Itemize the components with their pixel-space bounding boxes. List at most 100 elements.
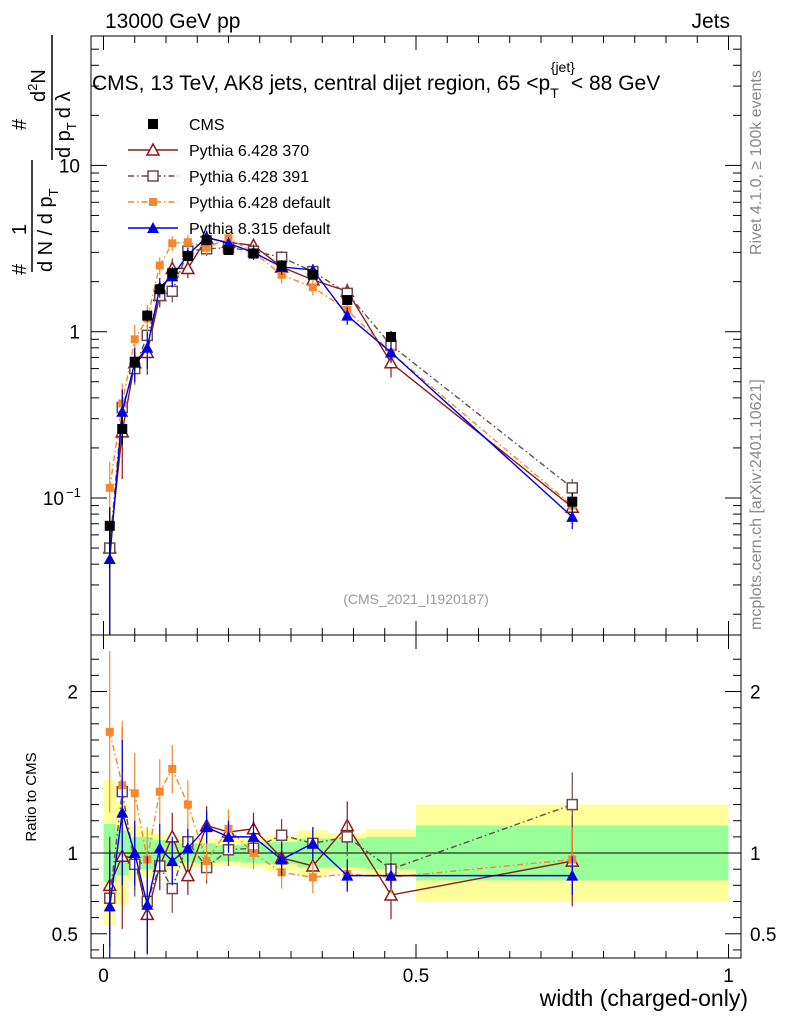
data-point (105, 483, 114, 492)
data-point (142, 310, 153, 321)
ylabel-hash-2: # (9, 118, 31, 130)
data-point (308, 283, 317, 292)
legend-marker (149, 198, 157, 206)
ratio-y-tick-label-right: 0.5 (750, 925, 776, 946)
data-point (307, 269, 318, 280)
y-tick-exponent: −1 (66, 485, 81, 500)
y-tick-label: 10 (59, 156, 80, 177)
data-point (154, 284, 165, 295)
ratio-point (153, 842, 166, 854)
y-tick-label: 1 (69, 323, 80, 344)
main-series-group (102, 230, 580, 635)
data-point (566, 482, 578, 494)
legend-label: Pythia 6.428 370 (189, 143, 309, 160)
ratio-point (385, 869, 397, 881)
ratio-point (155, 787, 164, 796)
legend-label: CMS (189, 117, 225, 134)
x-tick-label: 0 (98, 966, 109, 987)
analysis-tag: (CMS_2021_I1920187) (343, 591, 489, 607)
legend-label: Pythia 6.428 391 (189, 169, 309, 186)
ratio-point (341, 831, 353, 843)
ratio-y-tick-label-right: 1 (750, 844, 761, 865)
ratio-point (275, 853, 288, 865)
data-point (168, 239, 177, 248)
data-point (182, 251, 193, 262)
legend-marker (148, 119, 158, 129)
ratio-y-tick-label-left: 1 (67, 844, 78, 865)
ratio-series-group (102, 651, 580, 958)
series-line-p6def (109, 237, 573, 507)
ylabel-numerator-1: 1 (9, 224, 31, 235)
ratio-point (202, 857, 211, 866)
main-y-axis-label: # 1 d N / d pT # d2N d pTd λ (9, 35, 79, 275)
legend-label: Pythia 6.428 default (189, 195, 331, 212)
ratio-point (105, 727, 114, 736)
ratio-point (181, 842, 194, 854)
data-point (117, 423, 128, 434)
data-point (155, 261, 164, 270)
data-point (116, 405, 129, 417)
y-tick-label: 10 (43, 489, 64, 510)
side-label-top: Rivet 4.1.0, ≥ 100k events (748, 70, 765, 255)
series-cms (104, 235, 578, 568)
ratio-point (130, 789, 139, 798)
header-left: 13000 GeV pp (105, 10, 240, 33)
data-point (566, 510, 579, 522)
side-label-bottom: mcplots.cern.ch [arXiv:2401.10621] (748, 379, 765, 630)
data-point (385, 346, 397, 358)
legend: CMS Pythia 6.428 370 Pythia 6.428 391 Pythi… (128, 117, 331, 238)
data-point (167, 268, 178, 279)
legend-marker (147, 170, 159, 182)
data-point (223, 244, 234, 255)
legend-entry-p8def: Pythia 8.315 default (128, 221, 331, 238)
x-tick-label: 1 (723, 966, 734, 987)
ratio-y-tick-label-left: 0.5 (52, 925, 78, 946)
data-point (342, 295, 353, 306)
ratio-y-tick-label-right: 2 (750, 683, 761, 704)
legend-entry-p370: Pythia 6.428 370 (128, 142, 309, 160)
ratio-point (141, 898, 154, 910)
ratio-point (183, 800, 192, 809)
series-line-p370 (109, 237, 573, 549)
data-point (130, 335, 139, 344)
legend-marker (147, 222, 159, 233)
ylabel-numerator-2: d2N (25, 69, 50, 102)
ratio-point (128, 847, 141, 859)
ratio-point (341, 869, 354, 881)
data-point (386, 331, 396, 342)
data-point (141, 341, 154, 353)
ratio-point (383, 887, 399, 901)
legend-entry-p391: Pythia 6.428 391 (128, 169, 309, 186)
ratio-point (566, 869, 579, 881)
ratio-point (566, 798, 578, 811)
ylabel-denominator-2: d pTd λ (53, 92, 79, 158)
ratio-point (222, 830, 235, 842)
data-point (166, 285, 178, 298)
x-axis-label: width (charged-only) (539, 985, 748, 1011)
ylabel-hash-1: # (9, 263, 31, 275)
data-point (129, 356, 140, 367)
data-point (104, 520, 115, 531)
plot-title: CMS, 13 TeV, AK8 jets, central dijet reg… (92, 59, 660, 101)
ratio-point (166, 855, 179, 867)
ratio-point (116, 806, 129, 818)
data-point (276, 260, 287, 271)
ratio-point (275, 829, 288, 842)
legend-marker (145, 142, 161, 156)
ylabel-denominator-1: d N / d pT (35, 188, 61, 272)
ratio-panel-frame (90, 634, 742, 959)
ratio-point (306, 837, 319, 849)
x-tick-label: 0.5 (403, 966, 429, 987)
data-point (183, 238, 192, 247)
data-point (567, 496, 578, 507)
ratio-point (168, 765, 177, 774)
ratio-point (200, 821, 213, 833)
ratio-point (103, 900, 116, 912)
ratio-series-p8def (103, 739, 579, 958)
data-point (202, 243, 211, 252)
data-point (248, 248, 259, 259)
series-p391 (104, 241, 578, 635)
ratio-point (247, 830, 260, 842)
